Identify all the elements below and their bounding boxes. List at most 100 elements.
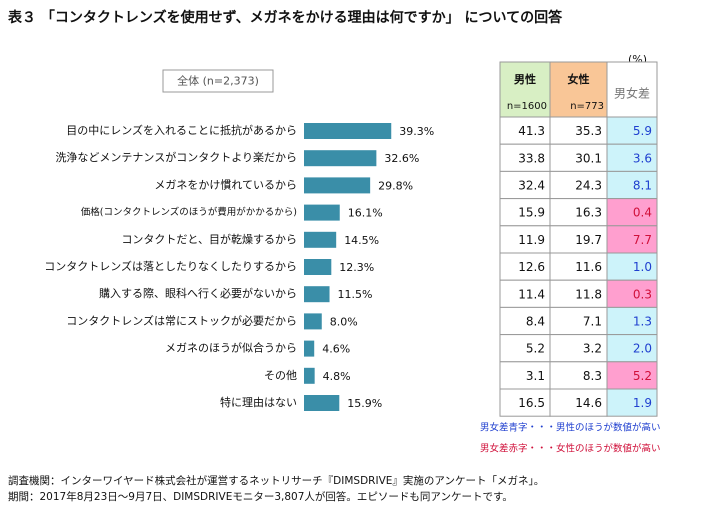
legend-note: 男女差赤字・・・女性のほうが数値が高い	[480, 443, 661, 455]
table-cell	[606, 198, 658, 227]
value-label: 4.6%	[322, 343, 350, 356]
table-cell	[606, 361, 658, 390]
table-value: 11.4	[518, 287, 545, 301]
table-value: 30.1	[575, 151, 602, 165]
table-cell	[549, 198, 608, 227]
table-cell	[606, 143, 658, 172]
table-cell	[606, 388, 658, 417]
table-value: 15.9	[518, 206, 545, 220]
bar	[304, 340, 315, 357]
value-label: 29.8%	[378, 179, 413, 192]
value-label: 16.1%	[348, 207, 383, 220]
table-value: 8.1	[633, 179, 652, 193]
footer-text: 調査機関：インターワイヤード株式会社が運営するネットリサーチ『DIMSDRIVE…	[8, 474, 544, 487]
category-label: その他	[264, 369, 297, 382]
table-value: 3.6	[633, 151, 652, 165]
bar	[304, 231, 337, 248]
table-value: 1.9	[633, 396, 652, 410]
table-cell	[499, 306, 551, 336]
table-cell	[499, 225, 551, 254]
table-cell	[549, 388, 608, 417]
value-label: 39.3%	[399, 125, 434, 138]
table-value: 8.4	[526, 315, 545, 329]
table-value: 2.0	[633, 342, 652, 356]
table-cell	[499, 334, 551, 363]
table-cell	[549, 306, 608, 336]
legend-note: 男女差青字・・・男性のほうが数値が高い	[480, 422, 661, 434]
bar	[304, 123, 392, 139]
table-cell	[499, 361, 551, 390]
value-label: 14.5%	[344, 234, 379, 247]
table-value: 33.8	[518, 151, 545, 165]
header-label: 男女差	[614, 86, 650, 101]
value-label: 12.3%	[339, 261, 374, 274]
table-value: 5.2	[526, 342, 545, 356]
table-cell	[549, 334, 608, 363]
table-value: 11.8	[575, 287, 602, 301]
footer-text: 期間：2017年8月23日～9月7日、DIMSDRIVEモニター3,807人が回…	[8, 490, 513, 503]
category-label: 購入する際、眼科へ行く必要がないから	[99, 286, 297, 300]
bar	[304, 204, 340, 221]
table-value: 8.3	[583, 369, 602, 383]
value-label: 15.9%	[347, 397, 382, 410]
category-label: 洗浄などメンテナンスがコンタクトより楽だから	[55, 150, 297, 164]
table-value: 1.3	[633, 315, 652, 329]
table-value: 1.0	[633, 260, 652, 274]
value-label: 4.8%	[323, 370, 351, 383]
table-value: 14.6	[575, 396, 602, 410]
header-cell	[499, 61, 551, 118]
table-cell	[499, 170, 551, 200]
table-value: 7.7	[633, 233, 652, 247]
table-cell	[499, 279, 551, 308]
table-cell	[499, 252, 551, 281]
value-label: 8.0%	[330, 315, 358, 328]
category-label: 特に理由はない	[220, 395, 297, 409]
table-cell	[549, 225, 608, 254]
category-label: コンタクトだと、目が乾燥するから	[121, 232, 297, 246]
value-label: 11.5%	[338, 288, 373, 301]
subtitle: 全体 (n=2,373)	[177, 74, 259, 88]
table-cell	[549, 252, 608, 281]
table-value: 16.3	[575, 206, 602, 220]
bar	[304, 177, 371, 194]
table-value: 3.2	[583, 342, 602, 356]
table-value: 3.1	[526, 369, 545, 383]
category-label: コンタクトレンズは常にストックが必要だから	[66, 313, 297, 327]
category-label: メガネのほうが似合うから	[165, 341, 297, 355]
table-cell	[606, 334, 658, 363]
category-label: 目の中にレンズを入れることに抵抗があるから	[66, 123, 297, 137]
bar	[304, 395, 340, 411]
table-cell	[606, 170, 658, 200]
table-value: 7.1	[583, 315, 602, 329]
table-value: 0.4	[633, 206, 652, 220]
bar	[304, 259, 332, 275]
value-label: 32.6%	[384, 152, 419, 165]
table-value: 35.3	[575, 124, 602, 138]
table-value: 12.6	[518, 260, 545, 274]
table-value: 32.4	[518, 179, 545, 193]
bar	[304, 150, 377, 167]
header-n: n=1600	[507, 101, 547, 112]
subtitle-box	[162, 69, 274, 93]
table-value: 19.7	[575, 233, 602, 247]
table-value: 5.2	[633, 369, 652, 383]
bar	[304, 313, 322, 330]
category-label: コンタクトレンズは落としたりなくしたりするから	[44, 259, 297, 273]
table-cell	[499, 388, 551, 417]
table-value: 24.3	[575, 179, 602, 193]
table-value: 11.9	[518, 233, 545, 247]
bar	[304, 286, 330, 303]
table-value: 11.6	[575, 260, 602, 274]
table-value: 16.5	[518, 396, 545, 410]
header-n: n=773	[570, 101, 604, 112]
bar	[304, 367, 315, 384]
chart-title: 表３ 「コンタクトレンズを使用せず、メガネをかける理由は何ですか」 についての回…	[7, 9, 563, 26]
category-label: 価格(コンタクトレンズのほうが費用がかかるから)	[81, 206, 297, 218]
table-cell	[549, 143, 608, 172]
table-cell	[606, 225, 658, 254]
table-cell	[606, 306, 658, 336]
header-label: 女性	[568, 72, 590, 86]
table-cell	[549, 279, 608, 308]
